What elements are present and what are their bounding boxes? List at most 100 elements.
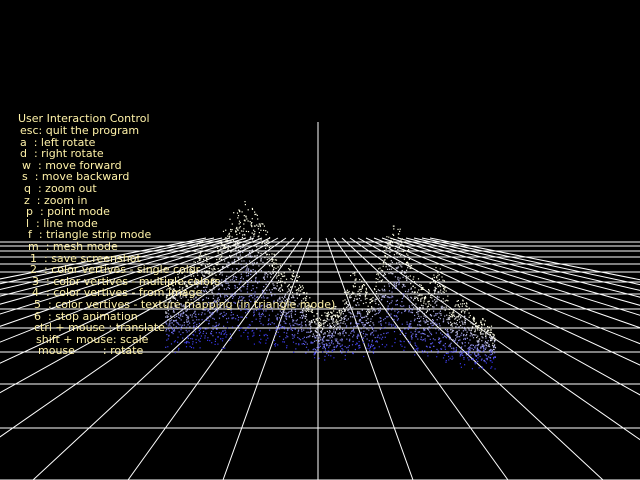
terrain-point (367, 305, 369, 307)
terrain-point (381, 296, 383, 298)
terrain-point (204, 309, 206, 311)
terrain-point (233, 248, 235, 250)
terrain-point (290, 328, 292, 331)
terrain-point (301, 311, 303, 313)
terrain-point (257, 306, 259, 308)
terrain-point (327, 324, 329, 326)
terrain-point (273, 339, 276, 342)
terrain-point (398, 281, 400, 283)
terrain-point (453, 312, 455, 314)
terrain-point (168, 335, 170, 337)
terrain-point (262, 277, 265, 279)
terrain-point (187, 318, 189, 320)
terrain-point (259, 342, 262, 344)
terrain-point (458, 308, 460, 310)
terrain-point (456, 333, 458, 335)
terrain-point (356, 336, 358, 338)
terrain-point (175, 291, 177, 293)
terrain-point (205, 266, 207, 268)
terrain-point (248, 245, 250, 247)
terrain-point (226, 240, 228, 242)
terrain-point (377, 312, 379, 314)
terrain-point (215, 300, 217, 302)
terrain-point (439, 286, 441, 288)
terrain-point (379, 293, 381, 295)
terrain-point (264, 257, 266, 259)
terrain-point (372, 296, 374, 299)
terrain-point (177, 322, 179, 324)
terrain-point (415, 306, 417, 309)
terrain-point (238, 283, 240, 285)
terrain-point (441, 276, 443, 278)
terrain-point (464, 345, 466, 347)
terrain-point (213, 280, 215, 283)
terrain-point (386, 257, 388, 259)
terrain-point (401, 270, 403, 272)
terrain-point (168, 298, 170, 300)
terrain-point (205, 297, 208, 299)
terrain-point (340, 319, 342, 321)
terrain-point (336, 314, 338, 316)
terrain-point (469, 327, 471, 329)
terrain-point (214, 282, 216, 284)
terrain-point (383, 285, 386, 287)
terrain-point (193, 270, 195, 272)
terrain-point (339, 343, 341, 345)
terrain-point (210, 333, 213, 335)
terrain-point (334, 338, 336, 340)
terrain-point (448, 359, 450, 361)
terrain-point (168, 323, 170, 325)
terrain-point (282, 313, 284, 315)
terrain-point (377, 334, 379, 336)
terrain-point (493, 356, 495, 359)
terrain-point (289, 323, 291, 325)
terrain-point (223, 288, 225, 290)
terrain-point (373, 330, 375, 332)
terrain-point (458, 339, 460, 342)
terrain-point (451, 358, 453, 360)
terrain-point (250, 273, 252, 276)
terrain-point (410, 293, 412, 295)
terrain-point (266, 245, 268, 247)
terrain-point (221, 268, 223, 270)
terrain-point (462, 300, 464, 302)
terrain-point (315, 328, 317, 330)
terrain-point (279, 296, 281, 298)
terrain-point (447, 300, 449, 302)
terrain-point (494, 356, 496, 358)
terrain-point (407, 339, 409, 341)
terrain-point (172, 311, 174, 313)
terrain-point (441, 272, 443, 274)
terrain-point (474, 330, 476, 332)
terrain-point (375, 293, 378, 295)
terrain-point (268, 254, 270, 256)
terrain-point (201, 272, 203, 274)
terrain-point (231, 279, 233, 281)
terrain-point (239, 226, 241, 228)
terrain-point (249, 221, 251, 223)
terrain-point (171, 319, 173, 321)
terrain-point (364, 295, 366, 297)
terrain-point (265, 339, 267, 341)
terrain-point (331, 336, 333, 338)
terrain-point (385, 266, 387, 268)
terrain-point (365, 292, 367, 294)
terrain-point (212, 292, 214, 295)
terrain-point (273, 284, 275, 286)
terrain-point (386, 316, 388, 318)
terrain-point (193, 347, 195, 349)
terrain-point (494, 339, 496, 341)
terrain-point (414, 291, 416, 293)
terrain-point (225, 282, 227, 284)
terrain-point (357, 323, 359, 325)
terrain-point (275, 329, 277, 331)
terrain-point (204, 313, 206, 315)
terrain-point (274, 254, 276, 256)
terrain-point (394, 325, 396, 327)
terrain-point (352, 272, 354, 275)
terrain-point (414, 342, 416, 344)
terrain-point (491, 339, 493, 341)
terrain-point (272, 269, 274, 271)
terrain-point (328, 350, 330, 352)
